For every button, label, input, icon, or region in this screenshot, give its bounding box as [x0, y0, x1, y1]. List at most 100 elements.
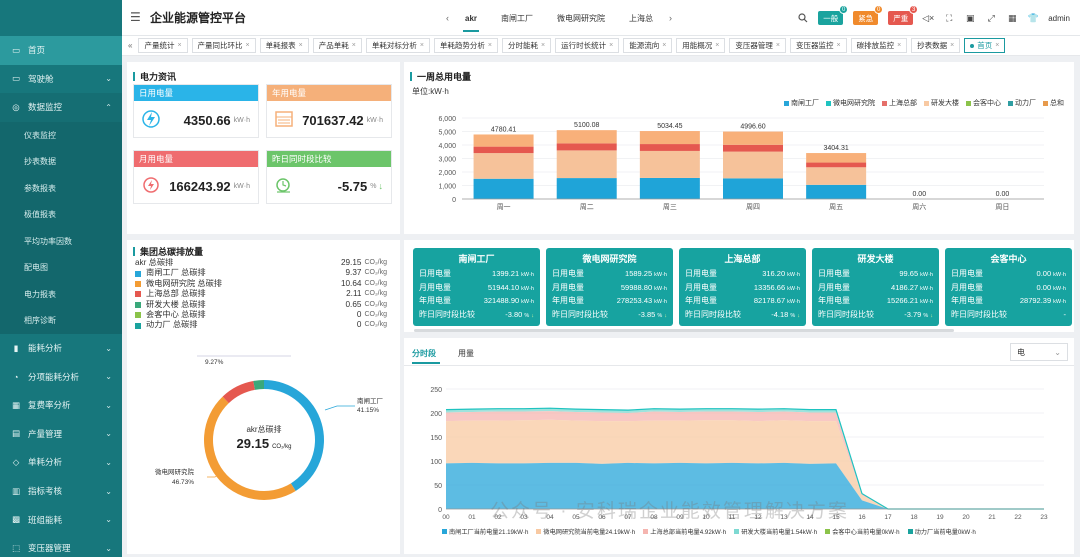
chevron-left-icon[interactable]: ‹: [446, 13, 449, 23]
page-tab[interactable]: 运行时长统计 ×: [555, 38, 620, 53]
close-icon[interactable]: ×: [662, 42, 667, 49]
sidebar-item-kpi[interactable]: ▥ 指标考核 ⌄: [0, 477, 122, 506]
legend-item[interactable]: 研发大楼当前电量1.54kW·h: [734, 527, 817, 536]
close-icon[interactable]: ×: [995, 42, 1000, 49]
page-tab[interactable]: 首页 ×: [964, 38, 1006, 53]
page-tab[interactable]: 单耗报表 ×: [259, 38, 309, 53]
sidebar-item-unit-consumption[interactable]: ◇ 单耗分析 ⌄: [0, 448, 122, 477]
sidebar-subitem[interactable]: 电力报表: [0, 280, 122, 308]
site-card[interactable]: 上海总部 日用电量 316.20 kW·h 月用电量 13356.66 kW·h 年用电量 82…: [679, 248, 806, 326]
site-card-row: 昨日同时段比较 -3.80% ↓: [419, 309, 534, 323]
sidebar-item-production[interactable]: ▤ 产量管理 ⌄: [0, 420, 122, 449]
page-tab[interactable]: 单耗对标分析 ×: [365, 38, 430, 53]
sidebar-subitem[interactable]: 仪表监控: [0, 121, 122, 149]
site-tab[interactable]: 微电网研究院: [557, 13, 606, 23]
sidebar-subitem[interactable]: 极值报表: [0, 201, 122, 228]
horizontal-scrollbar[interactable]: [414, 329, 954, 332]
image-icon[interactable]: ▣: [965, 12, 975, 23]
sidebar-item-split[interactable]: ◔ 分项能耗分析 ⌄: [0, 362, 122, 391]
fullscreen-toggle-icon[interactable]: ⛶: [946, 12, 953, 23]
legend-item[interactable]: 上海总部: [882, 98, 917, 108]
sidebar-subitem[interactable]: 相序诊断: [0, 307, 122, 334]
close-icon[interactable]: ×: [836, 42, 841, 49]
area-series: [446, 419, 1044, 509]
shirt-icon[interactable]: 👕: [1027, 12, 1039, 23]
sidebar-item-bar-chart[interactable]: ▮ 能耗分析 ⌄: [0, 334, 122, 363]
tab-time-period[interactable]: 分时段: [412, 349, 436, 358]
hourly-area-chart: 0 50 100 150 200 250 00 01 02 03 04 05 06 07 08 09 10 11 1…: [430, 387, 1048, 521]
site-tab[interactable]: 南闸工厂: [501, 13, 534, 23]
page-tab[interactable]: 变压器管理 ×: [729, 38, 786, 53]
close-icon[interactable]: ×: [245, 42, 250, 49]
site-card[interactable]: 微电网研究院 日用电量 1589.25 kW·h 月用电量 59988.80 kW·h 年用电…: [546, 248, 673, 326]
legend-item[interactable]: 总和: [1043, 98, 1064, 108]
site-tab[interactable]: 上海总: [629, 13, 654, 23]
legend-item[interactable]: 会客中心当前电量0kW·h: [825, 527, 900, 536]
legend-item[interactable]: 南闸工厂: [784, 98, 819, 108]
close-icon[interactable]: ×: [897, 42, 902, 49]
expand-icon[interactable]: ⤢: [987, 12, 995, 23]
x-tick-label: 周四: [746, 203, 760, 211]
close-icon[interactable]: ×: [177, 42, 182, 49]
menu-toggle-icon[interactable]: ☰: [130, 10, 141, 24]
legend-item[interactable]: 微电网研究院当前电量24.19kW·h: [536, 527, 635, 536]
bar-segment: [723, 178, 783, 199]
close-icon[interactable]: ×: [775, 42, 780, 49]
sidebar-item-rate[interactable]: ▦ 复费率分析 ⌄: [0, 391, 122, 420]
chevron-right-icon[interactable]: ›: [669, 13, 673, 23]
close-icon[interactable]: ×: [298, 42, 303, 49]
sidebar-item-transformer[interactable]: ⬚ 变压器管理 ⌄: [0, 534, 122, 557]
close-icon[interactable]: ×: [419, 42, 424, 49]
close-icon[interactable]: ×: [487, 42, 493, 49]
legend-item[interactable]: 南闸工厂当前电量21.19kW·h: [442, 527, 528, 536]
legend-item[interactable]: 会客中心: [966, 98, 1001, 108]
site-card-row-value-wrap: 13356.66 kW·h: [754, 282, 800, 296]
site-card[interactable]: 研发大楼 日用电量 99.65 kW·h 月用电量 4186.27 kW·h 年用电量 1526…: [812, 248, 939, 326]
page-tab[interactable]: 分时能耗 ×: [502, 38, 552, 53]
carbon-row-value-wrap: 0.65 CO₂/kg: [346, 300, 388, 310]
search-icon[interactable]: [797, 12, 809, 24]
legend-item[interactable]: 上海总部当前电量4.92kW·h: [643, 527, 726, 536]
alarm-button[interactable]: 紧急 0: [853, 5, 884, 25]
site-tab[interactable]: akr: [453, 0, 489, 36]
page-tab[interactable]: 产量同比环比 ×: [191, 38, 256, 53]
legend-item[interactable]: 微电网研究院: [826, 98, 875, 108]
alarm-button[interactable]: 一般 0: [818, 5, 849, 25]
close-icon[interactable]: ×: [950, 42, 955, 49]
page-tab[interactable]: 产品单耗 ×: [312, 38, 362, 53]
close-icon[interactable]: ×: [609, 42, 614, 49]
site-card[interactable]: 南闸工厂 日用电量 1399.21 kW·h 月用电量 51944.10 kW·h 年用电量 3…: [413, 248, 540, 326]
close-icon[interactable]: ×: [715, 42, 720, 49]
tabs-scroll-left-icon[interactable]: «: [128, 41, 133, 50]
page-tab[interactable]: 变压器监控 ×: [789, 38, 847, 53]
sidebar-subitem[interactable]: 抄表数据: [0, 148, 122, 175]
page-tab[interactable]: 单耗趋势分析 ×: [433, 38, 499, 53]
site-card-row-value: 321488.90: [483, 296, 520, 305]
sidebar-item-data-monitor[interactable]: ◎ 数据监控 ⌃: [0, 93, 122, 122]
layout-icon[interactable]: ▦: [1007, 12, 1017, 23]
page-tab[interactable]: 能源流向 ×: [623, 38, 673, 53]
alarm-button[interactable]: 严重 3: [888, 5, 919, 25]
page-tab[interactable]: 产量统计 ×: [138, 38, 188, 53]
sidebar-subitem[interactable]: 平均功率因数: [0, 227, 122, 255]
close-icon[interactable]: ×: [541, 42, 546, 49]
energy-type-select[interactable]: 电 ⌄: [1010, 343, 1068, 361]
user-name[interactable]: admin: [1048, 13, 1070, 23]
page-tab[interactable]: 碳排放监控 ×: [850, 38, 908, 53]
page-tab[interactable]: 抄表数据 ×: [911, 38, 961, 53]
page-tab[interactable]: 用能概况 ×: [676, 38, 726, 53]
legend-item[interactable]: 动力厂: [1008, 98, 1036, 108]
carbon-row-label: akr 总碳排: [135, 258, 174, 267]
sidebar-item-monitor[interactable]: ▭ 驾驶舱 ⌄: [0, 65, 122, 94]
sidebar-subitem[interactable]: 参数报表: [0, 174, 122, 202]
mute-icon[interactable]: ◁×: [922, 12, 935, 23]
tab-usage[interactable]: 用量: [458, 349, 474, 358]
sidebar-item-home[interactable]: ▭ 首页: [0, 36, 122, 65]
legend-item[interactable]: 研发大楼: [924, 98, 959, 108]
site-card-row-value-wrap: 0.00 kW·h: [1037, 268, 1066, 282]
sidebar-item-team[interactable]: ▩ 班组能耗 ⌄: [0, 505, 122, 534]
legend-item[interactable]: 动力厂当前电量0kW·h: [907, 527, 976, 536]
site-card[interactable]: 会客中心 日用电量 0.00 kW·h 月用电量 0.00 kW·h 年用电量 28792.39…: [945, 248, 1072, 326]
sidebar-subitem[interactable]: 配电图: [0, 254, 122, 281]
close-icon[interactable]: ×: [351, 42, 356, 49]
